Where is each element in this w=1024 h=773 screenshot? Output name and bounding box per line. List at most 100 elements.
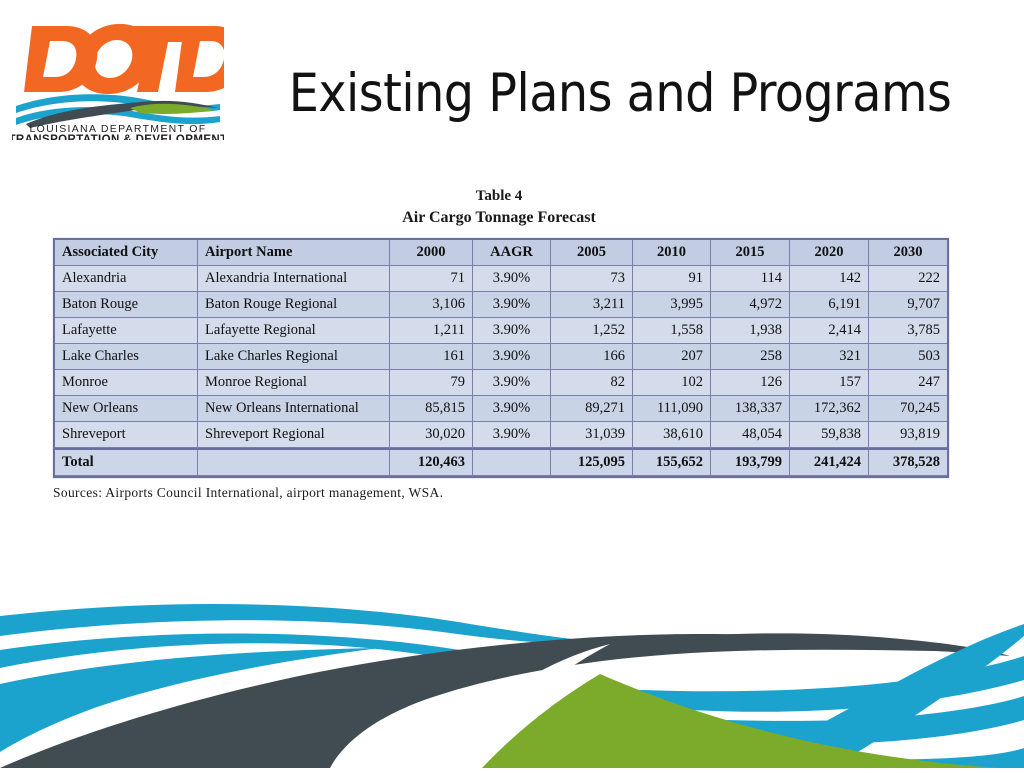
cell-airport: Baton Rouge Regional	[198, 292, 390, 318]
cell-2030: 247	[869, 370, 947, 396]
cell-aagr: 3.90%	[473, 266, 551, 292]
cell-2020: 321	[790, 344, 869, 370]
cell-2015: 4,972	[711, 292, 790, 318]
cell-city: Lake Charles	[55, 344, 198, 370]
column-header-2000: 2000	[390, 240, 473, 266]
wave-white-separator	[430, 644, 610, 768]
cell-2020: 142	[790, 266, 869, 292]
cell-city: New Orleans	[55, 396, 198, 422]
cell-2020: 157	[790, 370, 869, 396]
table-row: Baton Rouge Baton Rouge Regional 3,106 3…	[55, 292, 947, 318]
cell-city: Shreveport	[55, 422, 198, 448]
cell-2030: 3,785	[869, 318, 947, 344]
cell-2015: 1,938	[711, 318, 790, 344]
table-row: New Orleans New Orleans International 85…	[55, 396, 947, 422]
cell-airport: New Orleans International	[198, 396, 390, 422]
page-title: Existing Plans and Programs	[288, 63, 952, 124]
cell-2030: 93,819	[869, 422, 947, 448]
table-row: Shreveport Shreveport Regional 30,020 3.…	[55, 422, 947, 448]
cell-2015: 138,337	[711, 396, 790, 422]
cell-city: Lafayette	[55, 318, 198, 344]
cell-2005: 166	[551, 344, 633, 370]
column-header-2015: 2015	[711, 240, 790, 266]
wave-dark-right-tail	[600, 633, 1010, 658]
column-header-airport-name: Airport Name	[198, 240, 390, 266]
cell-total-2015: 193,799	[711, 448, 790, 476]
logo-wave-shape	[16, 94, 220, 128]
cell-total-airport	[198, 448, 390, 476]
cell-aagr: 3.90%	[473, 344, 551, 370]
cell-aagr: 3.90%	[473, 292, 551, 318]
cell-2005: 89,271	[551, 396, 633, 422]
cell-total-aagr	[473, 448, 551, 476]
cell-2000: 79	[390, 370, 473, 396]
cell-2010: 91	[633, 266, 711, 292]
column-header-associated-city: Associated City	[55, 240, 198, 266]
cell-2000: 71	[390, 266, 473, 292]
table-row: Lafayette Lafayette Regional 1,211 3.90%…	[55, 318, 947, 344]
cell-2005: 31,039	[551, 422, 633, 448]
cell-city: Monroe	[55, 370, 198, 396]
table-row: Monroe Monroe Regional 79 3.90% 82 102 1…	[55, 370, 947, 396]
cell-aagr: 3.90%	[473, 396, 551, 422]
cell-aagr: 3.90%	[473, 422, 551, 448]
table-row: Alexandria Alexandria International 71 3…	[55, 266, 947, 292]
cell-2010: 3,995	[633, 292, 711, 318]
cell-total-2030: 378,528	[869, 448, 947, 476]
cell-2000: 85,815	[390, 396, 473, 422]
cell-2030: 222	[869, 266, 947, 292]
cell-2010: 207	[633, 344, 711, 370]
wave-blue-mid-left	[0, 633, 575, 668]
cell-aagr: 3.90%	[473, 318, 551, 344]
cell-airport: Monroe Regional	[198, 370, 390, 396]
cell-city: Baton Rouge	[55, 292, 198, 318]
cell-total-2000: 120,463	[390, 448, 473, 476]
cell-2005: 1,252	[551, 318, 633, 344]
wave-blue-right-2	[600, 656, 1024, 712]
dotd-wordmark-shape	[24, 24, 245, 94]
table-container: Table 4 Air Cargo Tonnage Forecast Assoc…	[53, 186, 949, 501]
cell-2030: 9,707	[869, 292, 947, 318]
dotd-logo: . LOUISIANA DEPARTMENT OF TRANSPORTATION…	[8, 22, 245, 146]
cell-2010: 38,610	[633, 422, 711, 448]
cell-2010: 1,558	[633, 318, 711, 344]
table-caption-title: Air Cargo Tonnage Forecast	[402, 209, 596, 226]
cell-2000: 1,211	[390, 318, 473, 344]
cell-2000: 30,020	[390, 422, 473, 448]
cell-2030: 70,245	[869, 396, 947, 422]
cell-2020: 2,414	[790, 318, 869, 344]
cell-total-2005: 125,095	[551, 448, 633, 476]
cell-2000: 3,106	[390, 292, 473, 318]
column-header-aagr: AAGR	[473, 240, 551, 266]
cell-total-label: Total	[55, 448, 198, 476]
footer-wave-graphic	[0, 588, 1024, 768]
table-row: Lake Charles Lake Charles Regional 161 3…	[55, 344, 947, 370]
cell-airport: Shreveport Regional	[198, 422, 390, 448]
logo-line1-text: LOUISIANA DEPARTMENT OF	[30, 123, 207, 135]
wave-green-wedge	[482, 674, 1000, 768]
column-header-2005: 2005	[551, 240, 633, 266]
table-total-row: Total 120,463 125,095 155,652 193,799 24…	[55, 448, 947, 476]
cell-2020: 6,191	[790, 292, 869, 318]
cell-total-2010: 155,652	[633, 448, 711, 476]
cell-airport: Alexandria International	[198, 266, 390, 292]
cell-airport: Lake Charles Regional	[198, 344, 390, 370]
cell-city: Alexandria	[55, 266, 198, 292]
column-header-2030: 2030	[869, 240, 947, 266]
cell-2015: 114	[711, 266, 790, 292]
cell-2005: 3,211	[551, 292, 633, 318]
wave-blue-lower-left	[0, 648, 380, 752]
cell-2015: 126	[711, 370, 790, 396]
wave-dark-road	[0, 634, 980, 768]
column-header-2020: 2020	[790, 240, 869, 266]
cell-airport: Lafayette Regional	[198, 318, 390, 344]
cell-2005: 73	[551, 266, 633, 292]
wave-blue-upper-left	[0, 604, 620, 645]
cell-2015: 48,054	[711, 422, 790, 448]
logo-line2-text: TRANSPORTATION & DEVELOPMENT	[12, 134, 224, 140]
table-header-row: Associated City Airport Name 2000 AAGR 2…	[55, 240, 947, 266]
cell-2030: 503	[869, 344, 947, 370]
cell-2005: 82	[551, 370, 633, 396]
table-sources-note: Sources: Airports Council International,…	[53, 485, 444, 500]
cell-2010: 111,090	[633, 396, 711, 422]
